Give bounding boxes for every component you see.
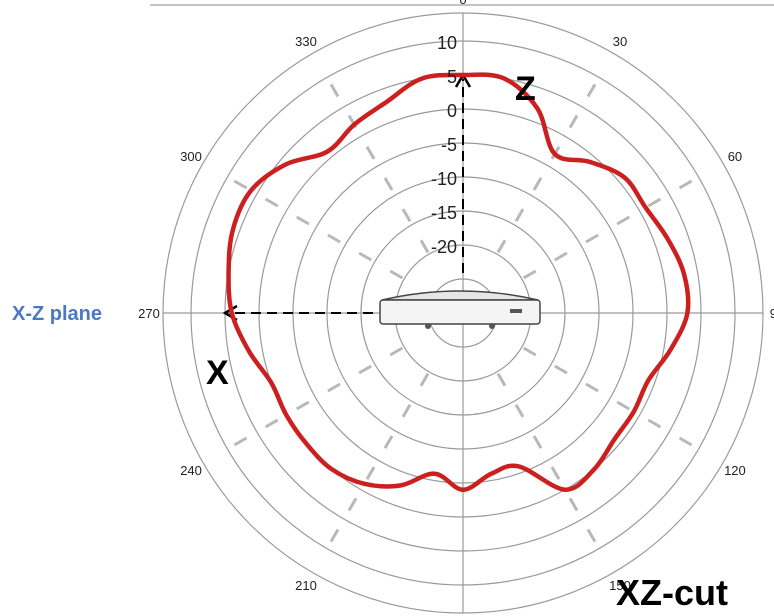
spoke-150 xyxy=(496,372,601,550)
device-illustration xyxy=(379,290,541,329)
device-body xyxy=(379,299,541,325)
device-foot-left xyxy=(425,323,431,329)
pattern-curve-layer xyxy=(226,72,691,493)
angle-label-300: 300 xyxy=(180,149,202,164)
radial-tick--10: -10 xyxy=(431,169,457,189)
angle-label-330: 330 xyxy=(295,34,317,49)
angle-label-60: 60 xyxy=(728,149,742,164)
radial-tick--5: -5 xyxy=(441,135,457,155)
cut-label: XZ-cut xyxy=(616,572,728,613)
angle-label-120: 120 xyxy=(724,463,746,478)
spoke-60 xyxy=(522,175,700,280)
z-axis-label: Z xyxy=(515,70,536,108)
spoke-300 xyxy=(226,175,404,280)
angle-label-90: 90 xyxy=(770,306,774,321)
radial-tick-0: 0 xyxy=(447,101,457,121)
spoke-120 xyxy=(522,346,700,451)
spoke-210 xyxy=(325,372,430,550)
radial-tick--15: -15 xyxy=(431,203,457,223)
angle-label-0: 0 xyxy=(459,0,466,7)
device-led xyxy=(510,309,522,313)
angle-label-270: 270 xyxy=(138,306,160,321)
angle-label-240: 240 xyxy=(180,463,202,478)
chart-labels: 03060901201501802102402703003301050-5-10… xyxy=(12,0,774,613)
spoke-240 xyxy=(226,346,404,451)
plane-label: X-Z plane xyxy=(12,303,102,325)
device-dome xyxy=(381,290,539,301)
angle-label-210: 210 xyxy=(295,578,317,593)
angle-label-30: 30 xyxy=(613,34,627,49)
radial-tick--20: -20 xyxy=(431,237,457,257)
x-axis-label: X xyxy=(206,354,229,392)
angle-label-150: 150 xyxy=(609,578,631,593)
radial-tick-5: 5 xyxy=(447,67,457,87)
radiation-pattern-curve xyxy=(226,72,691,493)
radial-tick-10: 10 xyxy=(437,33,457,53)
spoke-30 xyxy=(496,76,601,254)
device-foot-right xyxy=(489,323,495,329)
spoke-330 xyxy=(325,76,430,254)
